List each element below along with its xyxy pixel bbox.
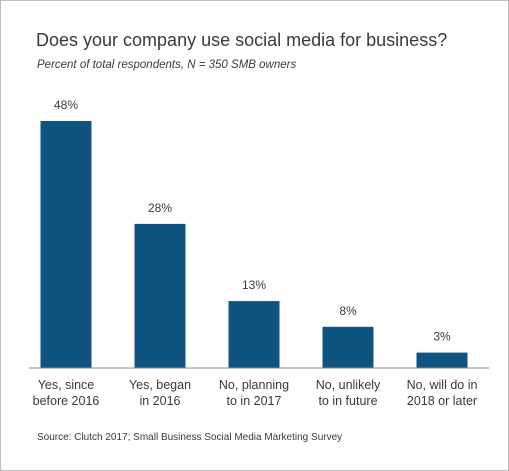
category-labels-group: Yes, since before 2016 Yes, began in 2016 No… (33, 378, 478, 408)
category-label-line: to in 2017 (227, 394, 282, 408)
chart-subtitle: Percent of total respondents, N = 350 SM… (37, 59, 297, 71)
category-label-4: No, will do in 2018 or later (407, 378, 478, 408)
bar-4 (416, 352, 468, 368)
category-label-2: No, planning to in 2017 (219, 378, 289, 408)
category-label-line: before 2016 (33, 394, 100, 408)
value-label-2: 13% (242, 278, 266, 292)
category-label-1: Yes, began in 2016 (129, 378, 191, 408)
category-label-line: No, will do in (407, 378, 478, 392)
chart-title: Does your company use social media for b… (36, 30, 448, 50)
category-label-0: Yes, since before 2016 (33, 378, 100, 408)
bar-0 (40, 121, 92, 368)
category-label-line: to in future (318, 394, 377, 408)
category-label-line: Yes, began (129, 378, 191, 392)
value-label-3: 8% (339, 304, 357, 318)
category-label-line: No, unlikely (316, 378, 381, 392)
bar-2 (228, 301, 280, 368)
category-label-line: in 2016 (139, 394, 180, 408)
value-labels-group: 48% 28% 13% 8% 3% (54, 98, 451, 344)
category-label-line: 2018 or later (407, 394, 477, 408)
value-label-1: 28% (148, 201, 172, 215)
bars-group (40, 121, 468, 368)
value-label-0: 48% (54, 98, 78, 112)
category-label-3: No, unlikely to in future (316, 378, 381, 408)
value-label-4: 3% (433, 330, 451, 344)
category-label-line: Yes, since (38, 378, 95, 392)
bar-3 (322, 326, 374, 368)
category-label-line: No, planning (219, 378, 289, 392)
bar-1 (134, 223, 186, 368)
source-note: Source: Clutch 2017; Small Business Soci… (37, 432, 343, 443)
